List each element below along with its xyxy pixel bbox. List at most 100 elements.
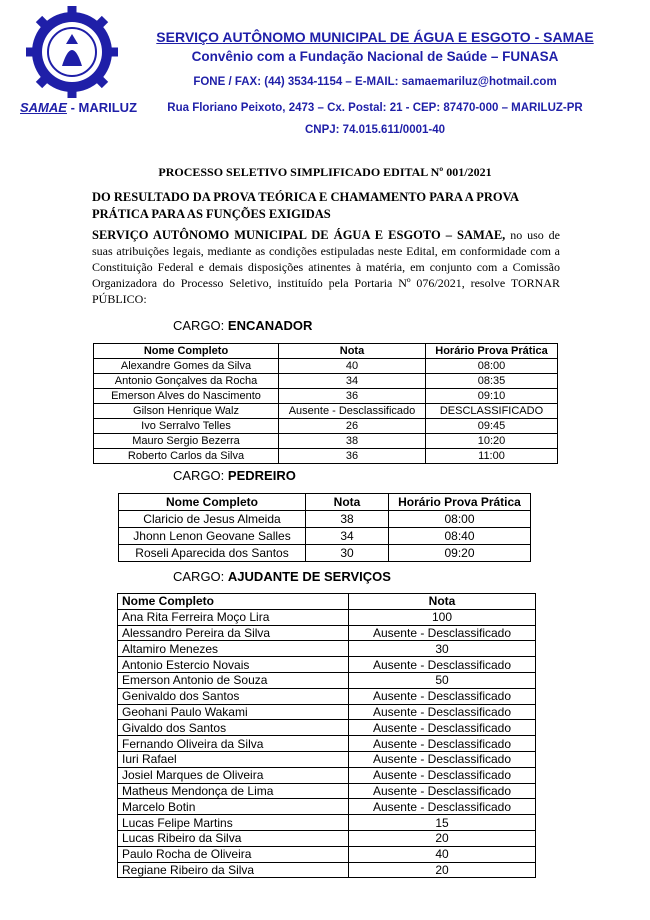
- table-cell: 15: [348, 814, 536, 831]
- table-cell: Ausente - Desclassificado: [348, 750, 536, 768]
- results-table: Nome Completo Nota Horário Prova Prática Cl…: [118, 493, 531, 562]
- table-cell: Josiel Marques de Oliveira: [117, 766, 349, 784]
- logo-text: SAMAE: [20, 100, 67, 115]
- table-cell: 09:20: [388, 544, 531, 562]
- cargo-heading: CARGO: ENCANADOR: [173, 318, 312, 333]
- table-cell: Ausente - Desclassificado: [348, 782, 536, 800]
- table-cell: Givaldo dos Santos: [117, 719, 349, 737]
- table-row: Marcelo Botin Ausente - Desclassificado: [117, 798, 536, 816]
- logo-caption: SAMAE - MARILUZ: [20, 100, 137, 115]
- table-cell: 08:00: [388, 510, 531, 528]
- table-row: Emerson Alves do Nascimento 36 09:10: [93, 388, 558, 404]
- table-row: Claricio de Jesus Almeida 38 08:00: [118, 510, 531, 528]
- table-cell: 34: [278, 373, 426, 389]
- table-cell: Ausente - Desclassificado: [348, 798, 536, 816]
- table-row: Mauro Sergio Bezerra 38 10:20: [93, 433, 558, 449]
- table-row: Fernando Oliveira da Silva Ausente - Desc…: [117, 735, 536, 752]
- table-row: Ivo Serralvo Telles 26 09:45: [93, 418, 558, 434]
- table-row: Josiel Marques de Oliveira Ausente - Desc…: [117, 766, 536, 784]
- table-cell: Matheus Mendonça de Lima: [117, 782, 349, 800]
- table-cell: 38: [278, 433, 426, 449]
- table-cell: Emerson Antonio de Souza: [117, 671, 349, 689]
- table-cell: Claricio de Jesus Almeida: [118, 510, 306, 528]
- table-cell: 26: [278, 418, 426, 434]
- table-row: Geohani Paulo Wakami Ausente - Desclassif…: [117, 703, 536, 721]
- table-cell: Ausente - Desclassificado: [348, 656, 536, 673]
- table-cell: Antonio Gonçalves da Rocha: [93, 373, 279, 389]
- org-name: SERVIÇO AUTÔNOMO MUNICIPAL DE ÁGUA E ESG…: [156, 29, 594, 45]
- table-cell: 40: [348, 845, 536, 863]
- table-cell: 09:45: [425, 418, 558, 434]
- table-row: Lucas Felipe Martins 15: [117, 814, 536, 831]
- results-table: Nome Completo Nota Ana Rita Ferreira Moço …: [117, 593, 536, 879]
- table-cell: Ivo Serralvo Telles: [93, 418, 279, 434]
- table-cell: DESCLASSIFICADO: [425, 403, 558, 419]
- table-cell: Gilson Henrique Walz: [93, 403, 279, 419]
- table-row: Paulo Rocha de Oliveira 40: [117, 845, 536, 863]
- table-cell: 10:20: [425, 433, 558, 449]
- table-cell: 100: [348, 608, 536, 626]
- table-row: Antonio Estercio Novais Ausente - Desclas…: [117, 656, 536, 673]
- column-header: Nome Completo: [118, 493, 306, 511]
- intro: SERVIÇO AUTÔNOMO MUNICIPAL DE ÁGUA E ESG…: [92, 227, 560, 307]
- column-header: Nome Completo: [117, 593, 349, 610]
- table-row: Emerson Antonio de Souza 50: [117, 671, 536, 689]
- table-cell: Genivaldo dos Santos: [117, 687, 349, 705]
- table-cell: Ausente - Desclassificado: [348, 735, 536, 752]
- table-cell: 20: [348, 861, 536, 879]
- table-row: Alessandro Pereira da Silva Ausente - Des…: [117, 624, 536, 642]
- logo: [26, 6, 118, 98]
- table-cell: 36: [278, 388, 426, 404]
- column-header: Nome Completo: [93, 343, 279, 359]
- table-cell: Paulo Rocha de Oliveira: [117, 845, 349, 863]
- table-cell: 08:00: [425, 358, 558, 374]
- header-row: Nome Completo Nota: [117, 593, 536, 610]
- table-row: Roseli Aparecida dos Santos 30 09:20: [118, 544, 531, 562]
- table-cell: 20: [348, 829, 536, 847]
- table-cell: Regiane Ribeiro da Silva: [117, 861, 349, 879]
- intro-body: no uso de suas atribuições legais, media…: [92, 228, 561, 306]
- cargo-label: CARGO:: [173, 569, 225, 584]
- cargo-name: PEDREIRO: [227, 468, 296, 483]
- contact: FONE / FAX: (44) 3534-1154 – E-MAIL: sam…: [193, 76, 557, 88]
- header-row: Nome Completo Nota Horário Prova Prática: [118, 493, 531, 511]
- table-cell: Ana Rita Ferreira Moço Lira: [117, 608, 349, 626]
- column-header: Horário Prova Prática: [425, 343, 558, 359]
- table-cell: Emerson Alves do Nascimento: [93, 388, 279, 404]
- table-cell: Mauro Sergio Bezerra: [93, 433, 279, 449]
- table-row: Ana Rita Ferreira Moço Lira 100: [117, 608, 536, 626]
- table-cell: Altamiro Menezes: [117, 640, 349, 658]
- cnpj: CNPJ: 74.015.611/0001-40: [304, 124, 446, 136]
- table-cell: Fernando Oliveira da Silva: [117, 735, 349, 752]
- table-cell: Roberto Carlos da Silva: [93, 448, 279, 464]
- table-cell: Geohani Paulo Wakami: [117, 703, 349, 721]
- intro-lead: SERVIÇO AUTÔNOMO MUNICIPAL DE ÁGUA E ESG…: [92, 228, 506, 242]
- table-row: Antonio Gonçalves da Rocha 34 08:35: [93, 373, 558, 389]
- table-cell: 30: [348, 640, 536, 658]
- cargo-name: ENCANADOR: [227, 318, 313, 333]
- table-cell: Alexandre Gomes da Silva: [93, 358, 279, 374]
- table-row: Regiane Ribeiro da Silva 20: [117, 861, 536, 879]
- table-cell: Ausente - Desclassificado: [348, 687, 536, 705]
- table-cell: Ausente - Desclassificado: [348, 624, 536, 642]
- table-cell: 38: [305, 510, 389, 528]
- table-row: Genivaldo dos Santos Ausente - Desclassif…: [117, 687, 536, 705]
- table-cell: Marcelo Botin: [117, 798, 349, 816]
- results-table: Nome Completo Nota Horário Prova Prática Al…: [93, 343, 558, 464]
- address: Rua Floriano Peixoto, 2473 – Cx. Postal:…: [167, 102, 583, 114]
- table-row: Roberto Carlos da Silva 36 11:00: [93, 448, 558, 464]
- table-cell: Iuri Rafael: [117, 750, 349, 768]
- table-row: Matheus Mendonça de Lima Ausente - Descla…: [117, 782, 536, 800]
- table-cell: Roseli Aparecida dos Santos: [118, 544, 306, 562]
- column-header: Horário Prova Prática: [388, 493, 531, 511]
- table-cell: 36: [278, 448, 426, 464]
- table-row: Jhonn Lenon Geovane Salles 34 08:40: [118, 527, 531, 545]
- cargo-label: CARGO:: [173, 468, 225, 483]
- table-cell: Ausente - Desclassificado: [348, 766, 536, 784]
- table-cell: 08:40: [388, 527, 531, 545]
- table-cell: Ausente - Desclassificado: [278, 403, 426, 419]
- table-row: Iuri Rafael Ausente - Desclassificado: [117, 750, 536, 768]
- table-cell: Lucas Ribeiro da Silva: [117, 829, 349, 847]
- column-header: Nota: [305, 493, 389, 511]
- table-cell: 50: [348, 671, 536, 689]
